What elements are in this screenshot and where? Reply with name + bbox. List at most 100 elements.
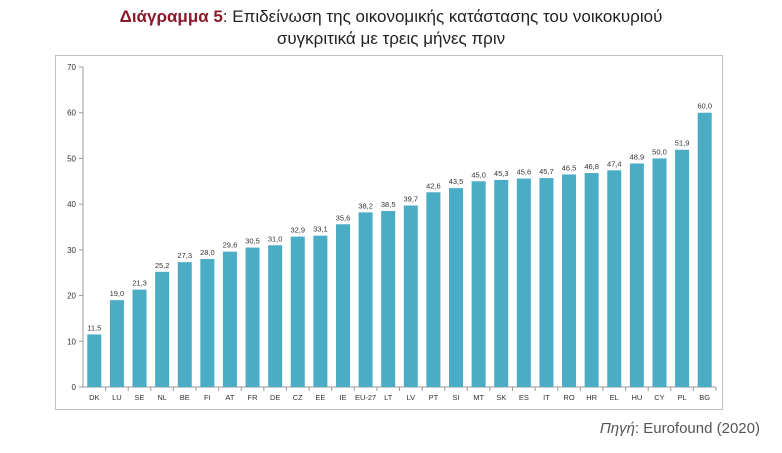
bar-value-label: 35,6 bbox=[336, 213, 351, 222]
bar-value-label: 27,3 bbox=[177, 251, 192, 260]
bar-value-label: 47,4 bbox=[607, 159, 622, 168]
bar bbox=[652, 158, 667, 387]
x-tick-label: DK bbox=[89, 393, 99, 402]
bar-value-label: 38,5 bbox=[381, 200, 396, 209]
chart-title-line-2: συγκριτικά με τρεις μήνες πριν bbox=[276, 29, 506, 48]
y-tick-label: 10 bbox=[67, 337, 76, 346]
x-tick-label: MT bbox=[473, 393, 484, 402]
x-tick-label: SI bbox=[452, 393, 459, 402]
x-tick-label: BG bbox=[699, 393, 710, 402]
x-tick-label: IT bbox=[543, 393, 550, 402]
bar bbox=[471, 181, 486, 387]
x-tick-label: EU-27 bbox=[355, 393, 376, 402]
y-tick-label: 60 bbox=[67, 109, 76, 118]
bar bbox=[403, 205, 418, 387]
bar-value-label: 32,9 bbox=[290, 226, 305, 235]
source-note: Πηγή: Eurofound (2020) bbox=[600, 420, 760, 437]
bar-value-label: 43,5 bbox=[449, 177, 464, 186]
bar-chart: 0 10 20 30 40 50 60 70 11,5 DK 19,0 LU 21,3 SE 25,2 NL 2… bbox=[67, 63, 717, 402]
bar-value-label: 29,6 bbox=[223, 241, 238, 250]
bar-value-label: 45,7 bbox=[539, 167, 554, 176]
bar bbox=[562, 174, 577, 387]
x-tick-label: IE bbox=[339, 393, 346, 402]
bar-value-label: 46,8 bbox=[584, 162, 599, 171]
bar-value-label: 46,5 bbox=[562, 163, 577, 172]
x-tick-label: HR bbox=[586, 393, 597, 402]
bar bbox=[697, 112, 712, 387]
x-tick-label: DE bbox=[270, 393, 280, 402]
y-tick-label: 20 bbox=[67, 292, 76, 301]
bar bbox=[629, 163, 644, 387]
bar bbox=[494, 179, 509, 387]
x-tick-label: NL bbox=[157, 393, 167, 402]
x-tick-label: CY bbox=[654, 393, 664, 402]
bar-value-label: 39,7 bbox=[403, 195, 418, 204]
bar-value-label: 50,0 bbox=[652, 147, 667, 156]
bar bbox=[155, 271, 170, 387]
x-tick-label: AT bbox=[225, 393, 234, 402]
x-tick-label: ES bbox=[519, 393, 529, 402]
x-tick-label: HU bbox=[631, 393, 642, 402]
source-text: : Eurofound (2020) bbox=[634, 420, 760, 437]
bar-value-label: 33,1 bbox=[313, 225, 328, 234]
y-tick-label: 30 bbox=[67, 246, 76, 255]
bar-value-label: 45,0 bbox=[471, 170, 486, 179]
chart-title-text: : Επιδείνωση της οικονομικής κατάστασης … bbox=[222, 7, 663, 26]
bar bbox=[426, 192, 441, 387]
chart-frame: 0 10 20 30 40 50 60 70 11,5 DK 19,0 LU 21,3 SE 25,2 NL 2… bbox=[55, 55, 723, 410]
bar bbox=[222, 251, 237, 387]
x-tick-label: SE bbox=[135, 393, 145, 402]
bar-value-label: 45,6 bbox=[517, 168, 532, 177]
bar-value-label: 30,5 bbox=[245, 237, 260, 246]
bar bbox=[335, 224, 350, 387]
bar bbox=[268, 245, 283, 387]
x-tick-label: FI bbox=[204, 393, 211, 402]
bar bbox=[449, 188, 464, 387]
x-tick-label: PT bbox=[429, 393, 439, 402]
x-tick-label: CZ bbox=[293, 393, 303, 402]
y-tick-label: 70 bbox=[67, 63, 76, 72]
bar-value-label: 60,0 bbox=[697, 102, 712, 111]
y-tick-label: 0 bbox=[72, 383, 77, 392]
chart-title-prefix: Διάγραμμα 5 bbox=[119, 7, 223, 26]
y-tick-label: 50 bbox=[67, 154, 76, 163]
source-label: Πηγή bbox=[599, 420, 635, 437]
bar bbox=[607, 170, 622, 387]
bar bbox=[313, 235, 328, 387]
bar bbox=[539, 178, 554, 387]
y-tick-label: 40 bbox=[67, 200, 76, 209]
x-tick-label: BE bbox=[180, 393, 190, 402]
bar-value-label: 51,9 bbox=[675, 139, 690, 148]
bar bbox=[132, 289, 147, 387]
x-tick-label: PL bbox=[677, 393, 686, 402]
bar bbox=[245, 247, 260, 387]
bar bbox=[516, 178, 531, 387]
bar bbox=[381, 211, 396, 387]
chart-title-line-1: Διάγραμμα 5: Επιδείνωση της οικονομικής … bbox=[0, 6, 782, 28]
bar bbox=[358, 212, 373, 387]
bar bbox=[584, 173, 599, 387]
bar bbox=[290, 236, 305, 387]
bar bbox=[109, 300, 124, 387]
bar bbox=[200, 259, 215, 387]
x-tick-label: LV bbox=[406, 393, 415, 402]
bar-value-label: 31,0 bbox=[268, 234, 283, 243]
bar-value-label: 28,0 bbox=[200, 248, 215, 257]
x-tick-label: EE bbox=[315, 393, 325, 402]
bar-value-label: 21,3 bbox=[132, 279, 147, 288]
chart-title: Διάγραμμα 5: Επιδείνωση της οικονομικής … bbox=[0, 6, 782, 50]
bar bbox=[177, 262, 192, 387]
bar-value-label: 38,2 bbox=[358, 201, 373, 210]
x-tick-label: LU bbox=[112, 393, 122, 402]
bar-value-label: 11,5 bbox=[87, 323, 101, 332]
bar-value-label: 19,0 bbox=[110, 289, 125, 298]
bar bbox=[87, 334, 102, 387]
x-tick-label: RO bbox=[563, 393, 574, 402]
x-tick-label: EL bbox=[610, 393, 619, 402]
bar-value-label: 25,2 bbox=[155, 261, 170, 270]
x-tick-label: FR bbox=[248, 393, 259, 402]
bar-value-label: 42,6 bbox=[426, 181, 441, 190]
bar-value-label: 48,9 bbox=[630, 152, 645, 161]
bar bbox=[675, 149, 690, 387]
x-tick-label: SK bbox=[496, 393, 506, 402]
